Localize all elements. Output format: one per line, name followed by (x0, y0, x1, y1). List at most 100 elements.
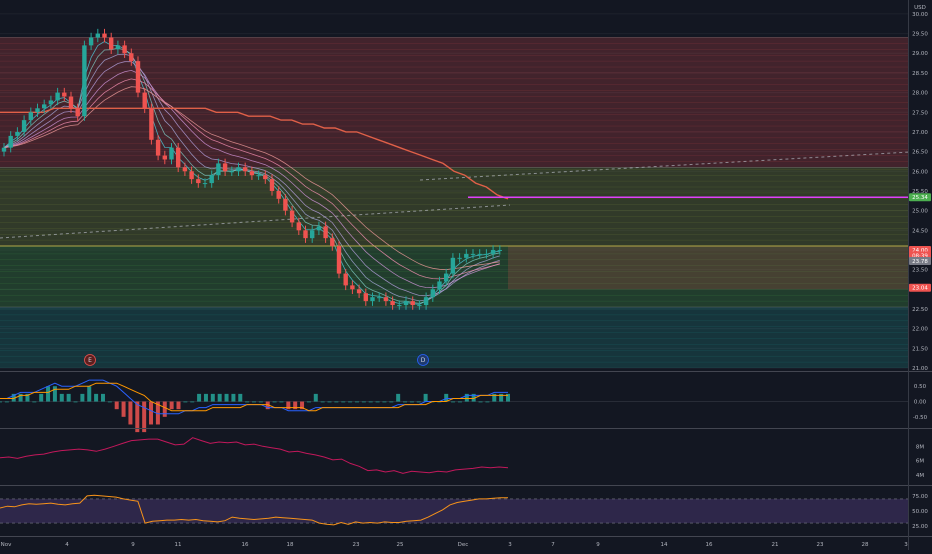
macd-histogram-bar (478, 401, 483, 403)
macd-histogram-bar (94, 393, 99, 402)
macd-histogram-bar (375, 401, 380, 403)
price-tick-label: 28.00 (912, 91, 928, 97)
macd-histogram-bar (396, 393, 401, 402)
macd-tick-label: 0.00 (914, 400, 927, 406)
macd-histogram-bar (313, 393, 318, 402)
macd-histogram-bar (444, 393, 449, 402)
macd-histogram-bar (128, 401, 133, 425)
macd-histogram-bar (409, 401, 414, 403)
price-tag-label: 24.00 (912, 248, 928, 254)
candle-body (142, 92, 147, 109)
macd-histogram-bar (272, 401, 277, 403)
candle-body (356, 289, 362, 294)
macd-histogram-bar (217, 393, 222, 402)
candle-body (410, 301, 415, 306)
candle-body (95, 33, 100, 38)
candle-body (444, 273, 449, 282)
ribbon-line (3, 78, 500, 280)
macd-pane (0, 379, 908, 433)
macd-signal-line (0, 382, 508, 412)
macd-histogram-bar (457, 401, 462, 403)
macd-histogram-bar (100, 393, 105, 402)
candle-body (276, 190, 281, 199)
price-tick-label: 29.50 (912, 32, 928, 38)
macd-histogram-bar (107, 401, 112, 403)
macd-histogram-bar (258, 401, 263, 403)
candle-body (222, 163, 228, 172)
currency-label: USD (914, 5, 926, 11)
candle-body (169, 147, 174, 160)
candle-body (497, 249, 502, 251)
volume-tick-label: 6M (916, 459, 924, 465)
macd-histogram-bar (389, 401, 394, 403)
candle-body (403, 301, 409, 306)
macd-histogram-bar (286, 401, 291, 410)
macd-histogram-bar (121, 401, 126, 417)
candle-body (296, 222, 301, 231)
time-axis[interactable]: Nov 4 9 11 16 18 23 25 Dec 3 7 9 14 16 21 23 28 3 (1, 542, 909, 548)
candle-body (88, 37, 94, 46)
rsi-line (0, 494, 508, 526)
candle-body (303, 230, 308, 239)
time-tick-label: 28 (862, 542, 869, 548)
macd-histogram-bar (341, 401, 346, 403)
candle-body (1, 147, 7, 152)
candle-body (477, 253, 482, 255)
macd-histogram-bar (348, 401, 353, 403)
zone-teal (0, 307, 908, 368)
candle-body (42, 104, 47, 109)
candle-body (423, 297, 429, 306)
horizontal-levels (0, 196, 908, 247)
macd-histogram-bar (155, 401, 160, 425)
price-tick-label: 25.50 (912, 189, 928, 195)
candle-body (490, 249, 496, 254)
candle-body (102, 33, 107, 38)
macd-histogram-bar (135, 401, 140, 433)
macd-histogram-bar (176, 401, 181, 410)
candle-body (109, 37, 114, 50)
macd-histogram-bar (18, 393, 23, 402)
candle-body (336, 246, 342, 274)
price-tick-label: 27.50 (912, 110, 928, 116)
forecast-box (508, 246, 908, 290)
macd-histogram-bar (197, 393, 202, 402)
volume-tick-label: 8M (916, 444, 924, 450)
macd-histogram-bar (464, 393, 469, 402)
macd-histogram-bar (471, 393, 476, 402)
time-tick-label: 21 (772, 542, 779, 548)
macd-histogram-bar (499, 393, 504, 402)
price-tick-label: 21.50 (912, 346, 928, 352)
macd-histogram-bar (492, 393, 497, 402)
rsi-tick-label: 75.00 (912, 494, 928, 500)
candle-body (135, 61, 141, 93)
candle-body (464, 253, 469, 258)
candle-body (370, 297, 375, 302)
candle-body (55, 92, 60, 101)
price-tick-label: 22.00 (912, 327, 928, 333)
candle-body (383, 297, 389, 302)
candle-body (189, 171, 194, 180)
macd-histogram-bar (11, 393, 16, 402)
macd-histogram-bar (114, 401, 119, 410)
candle-body (330, 238, 335, 247)
candle-body (289, 210, 295, 223)
macd-histogram-bar (368, 401, 373, 403)
candle-body (68, 96, 74, 109)
rsi-tick-label: 50.00 (912, 509, 928, 515)
candle-body (430, 289, 435, 298)
macd-histogram-bar (46, 386, 51, 402)
candle-body (82, 45, 87, 117)
candle-body (350, 285, 355, 290)
candle-body (209, 175, 214, 184)
price-tag-box (909, 283, 931, 292)
macd-histogram-bar (423, 393, 428, 402)
time-tick-label: 3 (904, 542, 908, 548)
candle-body (216, 163, 221, 176)
price-tick-label: 28.50 (912, 71, 928, 77)
macd-histogram-bar (293, 401, 298, 410)
macd-histogram-bar (252, 401, 256, 403)
price-tag-label: 23.04 (912, 286, 928, 292)
